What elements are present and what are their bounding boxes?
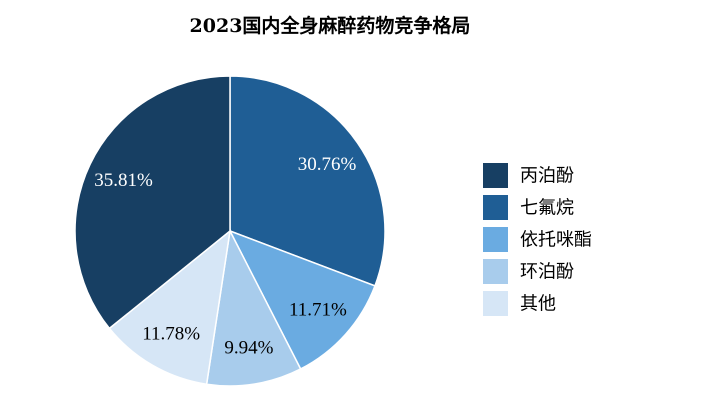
chart-title: 2023国内全身麻醉药物竞争格局 xyxy=(190,14,471,37)
pie-slice-2 xyxy=(228,229,376,370)
slice-label-3: 9.94% xyxy=(224,338,273,359)
pie-slice-3 xyxy=(205,228,302,387)
legend-swatch-1 xyxy=(483,195,508,220)
legend-swatch-2 xyxy=(483,227,508,252)
legend-swatch-0 xyxy=(483,163,508,188)
legend-label-3: 环泊酚 xyxy=(520,262,574,283)
slice-label-2: 11.71% xyxy=(289,300,347,321)
legend-label-2: 依托咪酯 xyxy=(520,230,592,251)
pie-labels: 30.76% 11.71% 9.94% 11.78% 35.81% xyxy=(94,154,356,359)
pie-slice-1 xyxy=(229,75,386,287)
legend-swatch-3 xyxy=(483,259,508,284)
legend-label-1: 七氟烷 xyxy=(520,198,574,219)
pie-slices xyxy=(74,75,386,387)
legend-label-4: 其他 xyxy=(520,294,556,315)
legend-label-0: 丙泊酚 xyxy=(520,166,574,187)
pie-slice-0 xyxy=(74,75,231,330)
slice-label-1: 30.76% xyxy=(298,154,357,175)
legend-swatch-4 xyxy=(483,291,508,316)
slice-label-4: 11.78% xyxy=(142,323,200,344)
slice-label-0: 35.81% xyxy=(94,170,153,191)
pie-slice-4 xyxy=(108,229,232,386)
